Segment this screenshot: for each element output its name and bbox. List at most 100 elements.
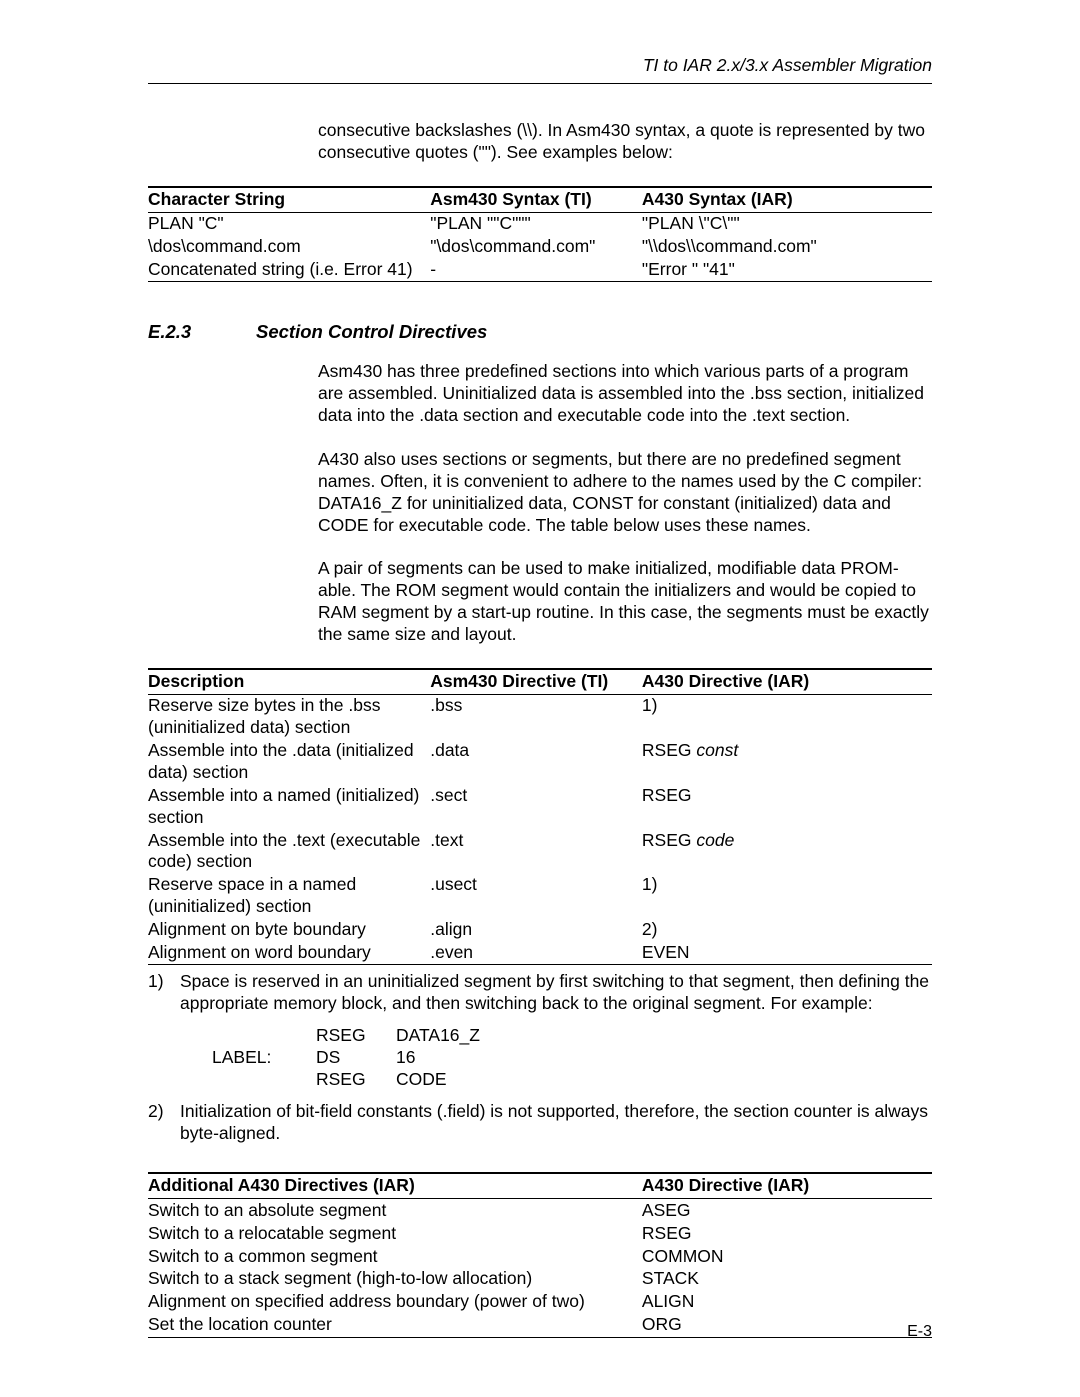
td: "Error " "41": [642, 258, 932, 281]
td: ORG: [642, 1314, 932, 1337]
code-c1: [212, 1069, 316, 1091]
td: Reserve size bytes in the .bss (uninitia…: [148, 694, 430, 739]
td: STACK: [642, 1268, 932, 1291]
td: \dos\command.com: [148, 235, 430, 258]
header-rule: [148, 83, 932, 84]
td: "PLAN ""C""": [430, 212, 642, 235]
code-c3: CODE: [396, 1069, 447, 1091]
footnotes: 1) Space is reserved in an uninitialized…: [148, 971, 932, 1144]
txt: RSEG: [642, 740, 696, 760]
fn-text: Space is reserved in an uninitialized se…: [180, 971, 932, 1098]
table-row: Alignment on specified address boundary …: [148, 1291, 932, 1314]
additional-directives-table: Additional A430 Directives (IAR) A430 Di…: [148, 1172, 932, 1337]
td: Switch to an absolute segment: [148, 1199, 642, 1222]
table-row: Assemble into a named (initialized) sect…: [148, 784, 932, 829]
code-c2: RSEG: [316, 1069, 396, 1091]
td: Set the location counter: [148, 1314, 642, 1337]
code-c2: RSEG: [316, 1025, 396, 1047]
code-c3: DATA16_Z: [396, 1025, 480, 1047]
table-header-row: Additional A430 Directives (IAR) A430 Di…: [148, 1173, 932, 1198]
table-row: Switch to an absolute segment ASEG: [148, 1199, 932, 1222]
td: 1): [642, 874, 932, 919]
th: Additional A430 Directives (IAR): [148, 1173, 642, 1198]
table-row: Alignment on byte boundary .align 2): [148, 919, 932, 942]
td: ALIGN: [642, 1291, 932, 1314]
table-header-row: Character String Asm430 Syntax (TI) A430…: [148, 187, 932, 212]
td: Concatenated string (i.e. Error 41): [148, 258, 430, 281]
td: .even: [430, 941, 642, 964]
td: RSEG code: [642, 829, 932, 874]
table-row: Alignment on word boundary .even EVEN: [148, 941, 932, 964]
code-row: RSEG CODE: [212, 1069, 932, 1091]
td: .data: [430, 740, 642, 785]
character-string-table: Character String Asm430 Syntax (TI) A430…: [148, 186, 932, 283]
th: A430 Syntax (IAR): [642, 187, 932, 212]
table-row: Switch to a relocatable segment RSEG: [148, 1222, 932, 1245]
fn-num: 1): [148, 971, 180, 1098]
code-c1: LABEL:: [212, 1047, 316, 1069]
section-title: Section Control Directives: [256, 321, 487, 342]
table-row: Concatenated string (i.e. Error 41) - "E…: [148, 258, 932, 281]
txt: RSEG: [642, 830, 696, 850]
td: "PLAN \"C\"": [642, 212, 932, 235]
table-row: Set the location counter ORG: [148, 1314, 932, 1337]
th: Asm430 Syntax (TI): [430, 187, 642, 212]
td: Assemble into the .data (initialized dat…: [148, 740, 430, 785]
ital: code: [696, 830, 734, 850]
page-content: TI to IAR 2.x/3.x Assembler Migration co…: [0, 0, 1080, 1338]
th: Character String: [148, 187, 430, 212]
table-row: Reserve space in a named (uninitialized)…: [148, 874, 932, 919]
th: A430 Directive (IAR): [642, 1173, 932, 1198]
running-header: TI to IAR 2.x/3.x Assembler Migration: [148, 55, 932, 77]
para3: A pair of segments can be used to make i…: [318, 558, 932, 646]
para2: A430 also uses sections or segments, but…: [318, 449, 932, 537]
td: .align: [430, 919, 642, 942]
td: .sect: [430, 784, 642, 829]
td: 2): [642, 919, 932, 942]
page-number: E-3: [907, 1322, 932, 1342]
td: Assemble into a named (initialized) sect…: [148, 784, 430, 829]
td: PLAN "C": [148, 212, 430, 235]
para-text: A pair of segments can be used to make i…: [318, 558, 932, 646]
table-row: PLAN "C" "PLAN ""C""" "PLAN \"C\"": [148, 212, 932, 235]
th: Description: [148, 669, 430, 694]
td: COMMON: [642, 1245, 932, 1268]
para1: Asm430 has three predefined sections int…: [318, 361, 932, 427]
td: -: [430, 258, 642, 281]
para-text: Asm430 has three predefined sections int…: [318, 361, 932, 427]
code-block: RSEG DATA16_Z LABEL: DS 16 RSEG CODE: [212, 1025, 932, 1091]
table-header-row: Description Asm430 Directive (TI) A430 D…: [148, 669, 932, 694]
directives-table: Description Asm430 Directive (TI) A430 D…: [148, 668, 932, 965]
ital: const: [696, 740, 738, 760]
td: 1): [642, 694, 932, 739]
td: Alignment on word boundary: [148, 941, 430, 964]
table-row: Switch to a stack segment (high-to-low a…: [148, 1268, 932, 1291]
td: RSEG const: [642, 740, 932, 785]
td: .usect: [430, 874, 642, 919]
footnote-2: 2) Initialization of bit-field constants…: [148, 1101, 932, 1145]
td: Switch to a relocatable segment: [148, 1222, 642, 1245]
section-number: E.2.3: [148, 320, 256, 343]
td: RSEG: [642, 1222, 932, 1245]
td: Reserve space in a named (uninitialized)…: [148, 874, 430, 919]
code-c1: [212, 1025, 316, 1047]
table-row: \dos\command.com "\dos\command.com" "\\d…: [148, 235, 932, 258]
td: "\\dos\\command.com": [642, 235, 932, 258]
th: A430 Directive (IAR): [642, 669, 932, 694]
fn-text: Initialization of bit-field constants (.…: [180, 1101, 932, 1145]
td: Assemble into the .text (executable code…: [148, 829, 430, 874]
td: Switch to a stack segment (high-to-low a…: [148, 1268, 642, 1291]
para-text: A430 also uses sections or segments, but…: [318, 449, 932, 537]
table-row: Reserve size bytes in the .bss (uninitia…: [148, 694, 932, 739]
fn-num: 2): [148, 1101, 180, 1145]
code-c2: DS: [316, 1047, 396, 1069]
table-row: Assemble into the .data (initialized dat…: [148, 740, 932, 785]
section-heading: E.2.3Section Control Directives: [148, 320, 932, 343]
td: Alignment on specified address boundary …: [148, 1291, 642, 1314]
table-row: Switch to a common segment COMMON: [148, 1245, 932, 1268]
td: .text: [430, 829, 642, 874]
fn1-body: Space is reserved in an uninitialized se…: [180, 971, 929, 1013]
td: Alignment on byte boundary: [148, 919, 430, 942]
td: Switch to a common segment: [148, 1245, 642, 1268]
code-row: LABEL: DS 16: [212, 1047, 932, 1069]
